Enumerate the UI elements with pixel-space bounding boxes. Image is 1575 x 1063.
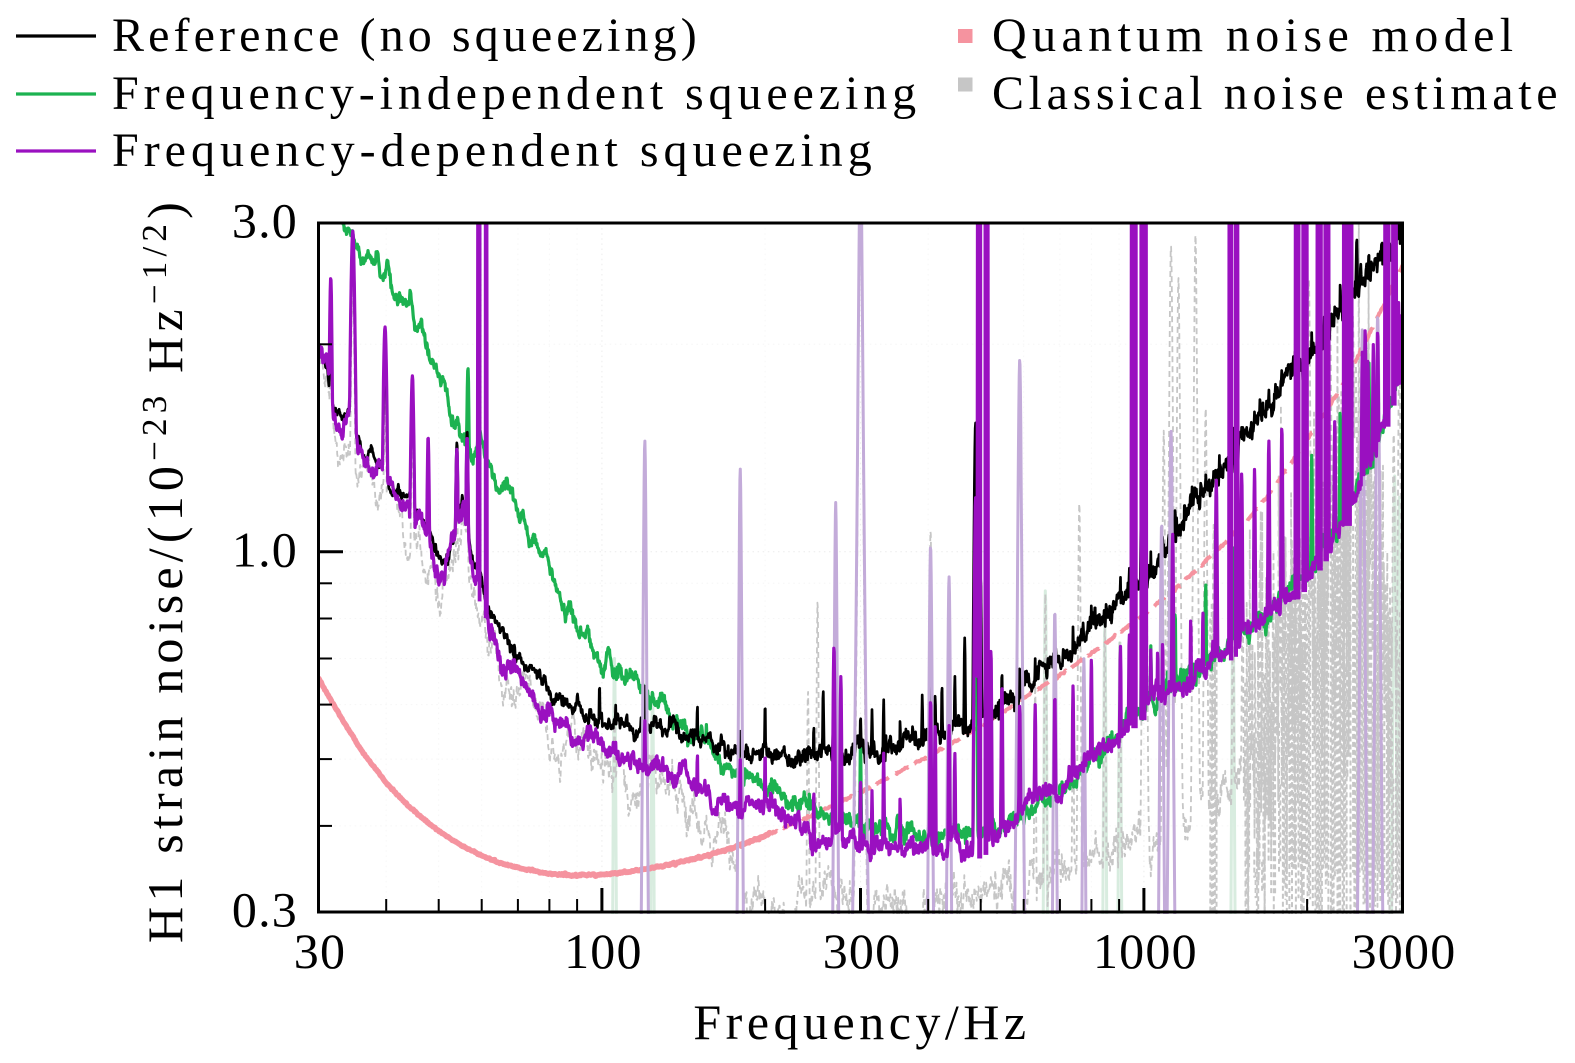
svg-text:1.0: 1.0 [232, 521, 298, 577]
svg-text:300: 300 [823, 923, 902, 979]
svg-text:Frequency-dependent squeezing: Frequency-dependent squeezing [112, 124, 877, 177]
svg-text:H1 strain noise/(10−23 Hz−1/2): H1 strain noise/(10−23 Hz−1/2) [135, 197, 193, 943]
svg-text:Reference (no squeezing): Reference (no squeezing) [112, 9, 701, 62]
svg-text:30: 30 [294, 923, 346, 979]
svg-text:Frequency-independent squeezin: Frequency-independent squeezing [112, 67, 921, 120]
svg-text:100: 100 [564, 923, 643, 979]
svg-text:3000: 3000 [1352, 923, 1457, 979]
svg-text:Quantum noise model: Quantum noise model [992, 9, 1519, 62]
svg-text:1000: 1000 [1093, 923, 1198, 979]
svg-text:Classical noise estimate: Classical noise estimate [992, 67, 1562, 120]
svg-text:0.3: 0.3 [232, 882, 298, 938]
svg-text:3.0: 3.0 [232, 193, 298, 249]
svg-text:Frequency/Hz: Frequency/Hz [693, 994, 1030, 1050]
